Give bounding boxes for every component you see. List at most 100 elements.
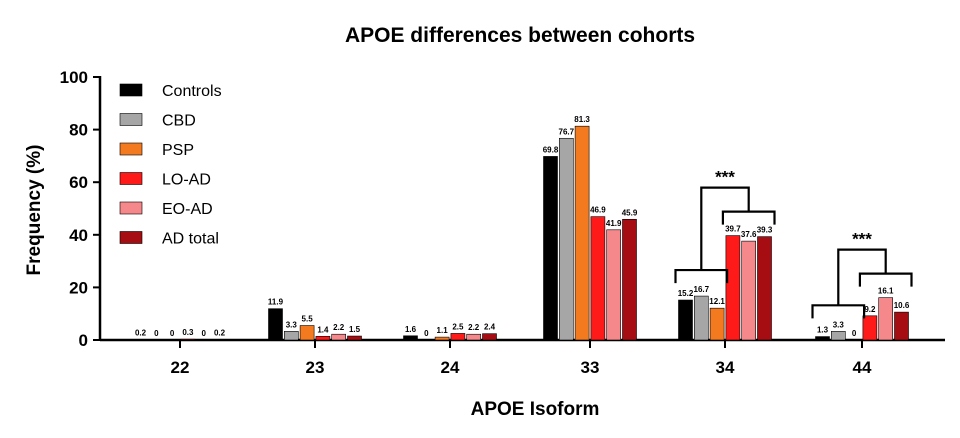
significance-bracket [811,304,866,319]
data-label: 41.9 [606,219,622,228]
bar [894,311,909,341]
bar [878,297,894,341]
significance-label: *** [715,168,735,187]
data-label: 45.9 [622,208,638,217]
legend-swatch [119,83,143,97]
data-label: 0 [852,329,857,338]
bar [315,336,331,341]
significance-bracket [721,210,776,225]
bar [299,325,315,341]
data-label: 76.7 [559,127,575,136]
legend-swatch [119,201,143,215]
legend-label: PSP [162,142,194,159]
significance-bracket [674,268,729,284]
bar [133,339,148,341]
y-tick-label: 40 [69,226,88,245]
bar [403,335,418,341]
y-axis-title: Frequency (%) [24,145,45,276]
bar [450,333,466,341]
data-label: 0 [154,329,159,338]
bar [434,336,450,341]
data-label: 0.2 [135,328,147,337]
bar [574,125,590,341]
data-label: 0 [424,329,429,338]
chart-title: APOE differences between cohorts [345,24,695,47]
data-label: 2.2 [468,323,480,332]
legend-swatch [119,113,143,126]
x-tick-label: 34 [716,358,735,377]
data-label: 11.9 [268,298,284,307]
bar [678,299,693,341]
bar [830,331,846,341]
data-label: 1.1 [437,326,449,335]
legend-label: CBD [162,113,196,130]
data-label: 0.3 [182,328,194,337]
data-label: 2.5 [452,322,464,331]
data-label: 10.6 [894,301,910,310]
data-label: 1.3 [817,326,829,335]
x-tick-label: 44 [853,358,872,377]
y-tick-label: 100 [60,68,88,87]
bar [331,333,347,341]
bar [482,333,497,341]
data-label: 0 [201,329,206,338]
significance-label: *** [852,230,872,249]
legend-swatch [119,231,143,244]
bar [590,216,606,341]
legend-label: Controls [162,83,222,100]
x-tick-label: 22 [171,358,190,377]
bar [693,295,709,341]
bar [606,229,622,341]
data-label: 1.4 [317,325,329,334]
bar [725,235,741,341]
data-label: 9.2 [864,305,876,314]
legend-swatch [119,172,143,185]
y-tick-label: 20 [69,278,88,297]
bar [741,240,757,341]
bar [622,218,637,341]
legend-label: LO-AD [162,172,211,189]
bar [815,336,830,341]
bar [180,338,196,341]
data-label: 39.3 [757,226,773,235]
data-label: 5.5 [302,315,314,324]
bar [862,315,878,341]
x-tick-label: 24 [441,358,460,377]
bar [558,137,574,341]
data-label: 0.2 [214,328,226,337]
y-tick-label: 80 [69,121,88,140]
y-tick-label: 0 [79,331,88,350]
bar [543,156,558,341]
data-label: 81.3 [574,115,590,124]
data-label: 2.2 [333,323,345,332]
significance-bracket [837,248,887,306]
data-label: 1.6 [405,325,417,334]
data-label: 3.3 [833,320,845,329]
data-label: 12.1 [709,297,725,306]
bar [268,308,283,341]
bar [757,236,772,341]
data-label: 16.7 [694,285,710,294]
data-label: 0 [170,329,175,338]
data-label: 69.8 [543,145,559,154]
bar [283,331,299,341]
data-label: 46.9 [590,206,606,215]
bar [212,339,227,341]
bar [466,333,482,341]
y-tick-label: 60 [69,173,88,192]
data-label: 15.2 [678,289,694,298]
data-label: 16.1 [878,287,894,296]
data-label: 1.5 [349,325,361,334]
legend-label: EO-AD [162,201,213,218]
legend-swatch [119,142,143,156]
legend-label: AD total [162,231,219,248]
bar [347,335,362,341]
data-label: 2.4 [484,323,496,332]
data-label: 39.7 [725,225,741,234]
x-tick-label: 33 [581,358,600,377]
data-label: 37.6 [741,230,757,239]
data-label: 3.3 [286,320,298,329]
significance-bracket [858,272,913,287]
significance-bracket [700,186,750,271]
